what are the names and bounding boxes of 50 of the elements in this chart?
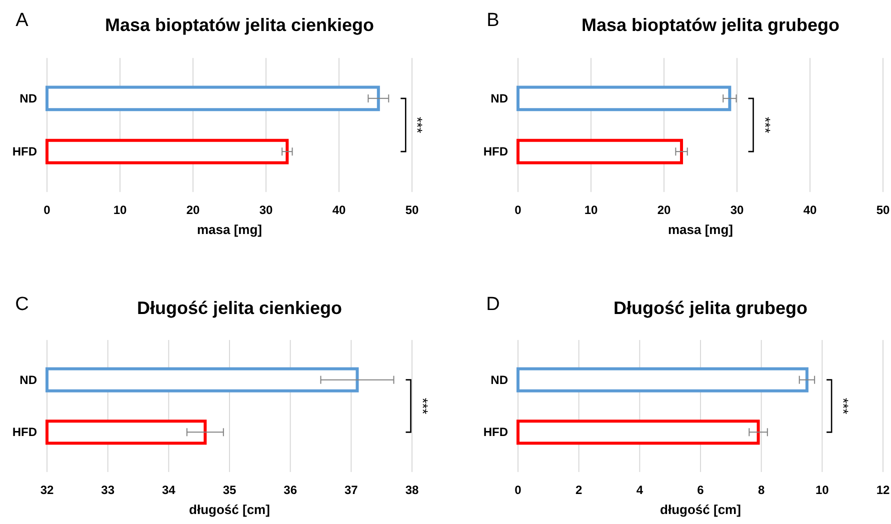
- y-tick-label: ND: [20, 372, 38, 387]
- x-tick-label: 36: [284, 483, 298, 497]
- text: B: [486, 10, 500, 31]
- text: D: [486, 294, 500, 315]
- x-tick-label: 4: [636, 483, 644, 497]
- y-tick-label: HFD: [483, 425, 508, 440]
- x-tick-label: 8: [758, 483, 765, 497]
- chart-title: Długość jelita grubego: [613, 298, 808, 318]
- x-axis-title: długość [cm]: [189, 502, 270, 517]
- x-tick-label: 35: [222, 483, 236, 497]
- x-tick-label: 20: [186, 203, 200, 217]
- x-tick-label: 10: [815, 483, 830, 497]
- x-tick-label: 40: [332, 203, 346, 217]
- x-tick-label: 50: [405, 203, 419, 217]
- chart-title: Masa bioptatów jelita cienkiego: [104, 15, 374, 35]
- x-tick-label: 0: [514, 483, 522, 497]
- x-tick-label: 0: [44, 203, 51, 217]
- annotation: ***: [410, 116, 426, 134]
- annotation: ***: [757, 116, 774, 134]
- y-tick-label: HFD: [12, 425, 38, 440]
- annotation: ***: [836, 398, 852, 415]
- y-tick-label: ND: [490, 372, 508, 387]
- x-tick-label: 32: [40, 483, 54, 497]
- text: A: [16, 10, 29, 31]
- x-tick-label: 6: [697, 483, 704, 497]
- x-tick-label: 0: [514, 203, 522, 217]
- chart-title: Masa bioptatów jelita grubego: [581, 15, 840, 35]
- y-tick-label: ND: [20, 91, 38, 106]
- y-tick-label: ND: [490, 91, 508, 106]
- x-tick-label: 34: [162, 483, 176, 497]
- x-axis-title: masa [mg]: [196, 222, 262, 237]
- text: C: [15, 294, 29, 315]
- x-tick-label: 40: [803, 203, 817, 217]
- x-tick-label: 30: [259, 203, 273, 217]
- chart-title: Długość jelita cienkiego: [136, 298, 342, 318]
- y-tick-label: HFD: [12, 144, 38, 159]
- x-tick-label: 20: [657, 203, 671, 217]
- x-tick-label: 50: [876, 203, 890, 217]
- x-tick-label: 38: [405, 483, 419, 497]
- x-tick-label: 2: [575, 483, 582, 497]
- x-axis-title: długość [cm]: [660, 502, 741, 517]
- x-axis-title: masa [mg]: [668, 222, 734, 237]
- text: ***: [414, 398, 431, 415]
- x-tick-label: 10: [584, 203, 598, 217]
- x-tick-label: 10: [113, 203, 127, 217]
- x-tick-label: 37: [344, 483, 358, 497]
- x-tick-label: 30: [730, 203, 744, 217]
- x-tick-label: 33: [101, 483, 115, 497]
- y-tick-label: HFD: [483, 144, 508, 159]
- x-tick-label: 12: [876, 483, 890, 497]
